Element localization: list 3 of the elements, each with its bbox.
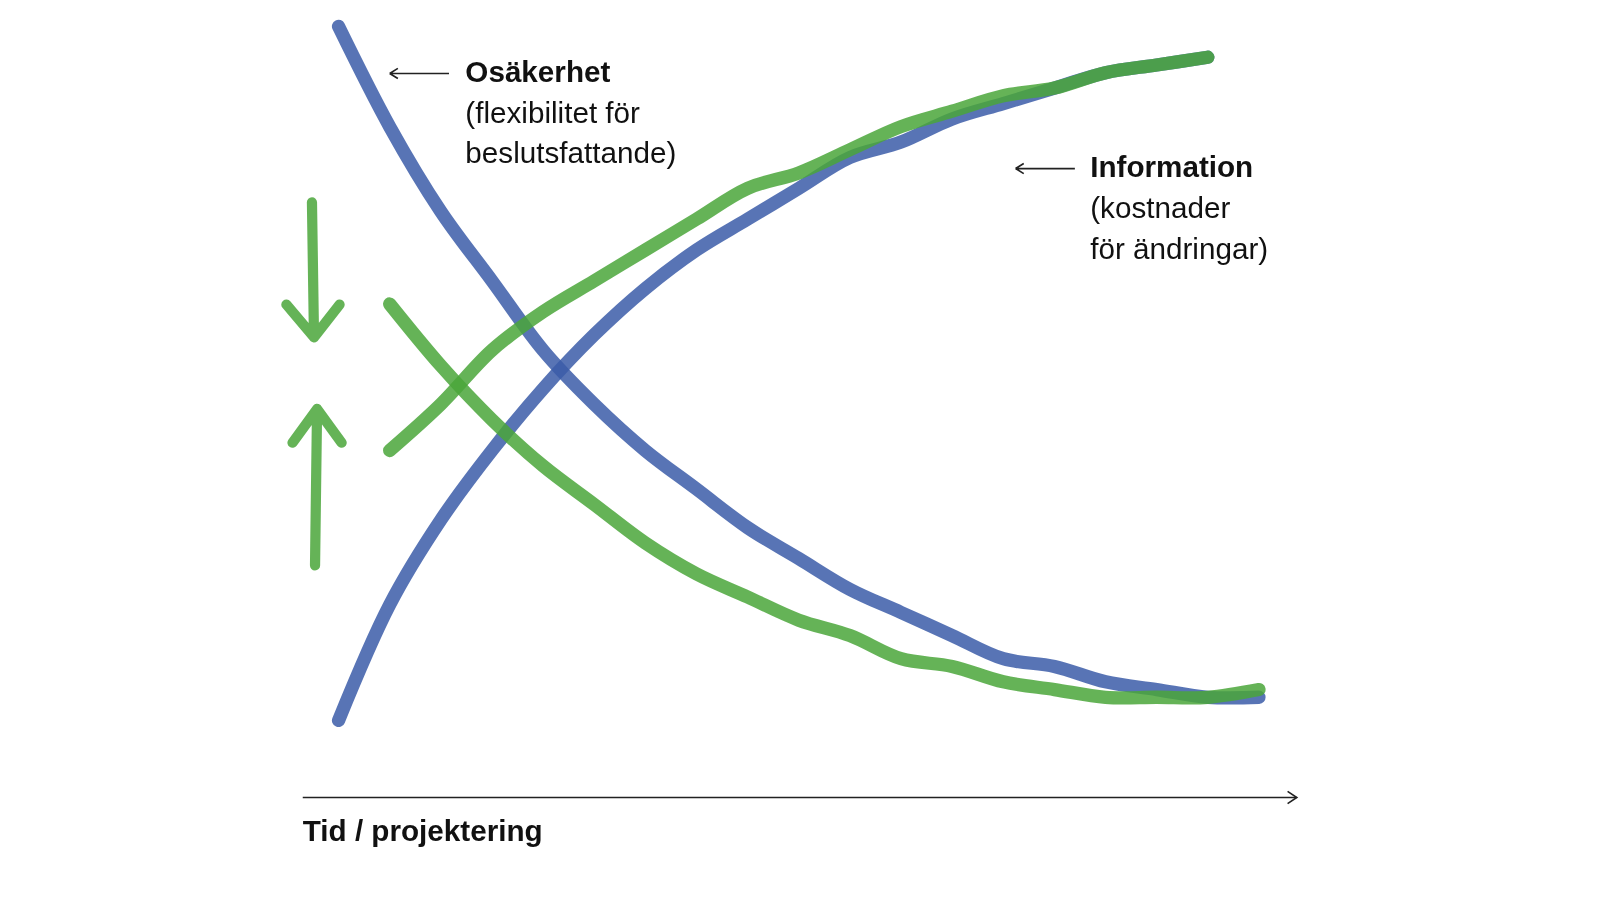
annotation: Osäkerhet (flexibilitet för beslutsfattande) <box>465 54 677 170</box>
x-axis-title: Tid / projektering <box>302 814 543 848</box>
annotation: Information (kostnader för ändringar) <box>1090 149 1269 265</box>
